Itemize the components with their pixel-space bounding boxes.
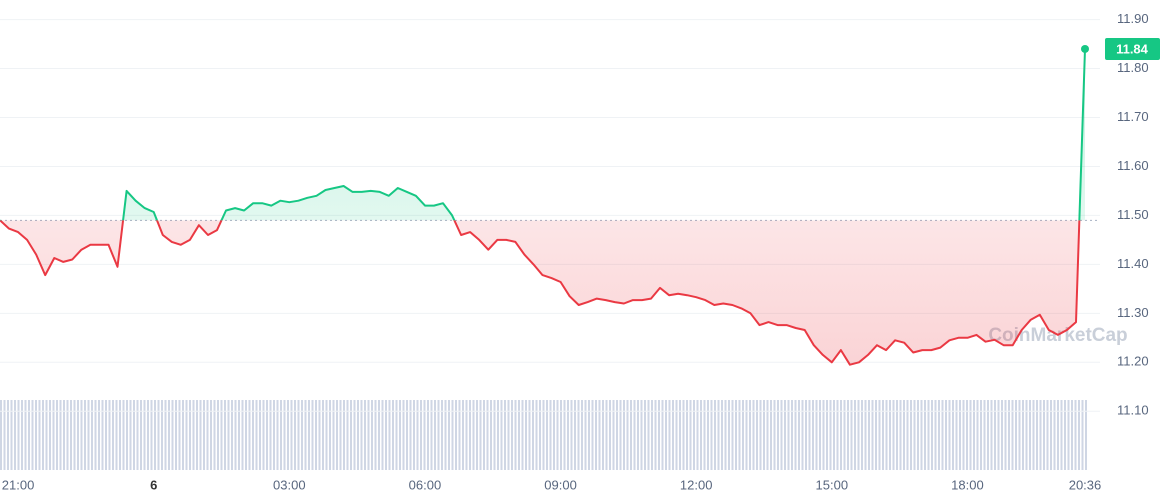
area-below: [0, 220, 1085, 365]
x-tick-label: 20:36: [1069, 477, 1102, 492]
price-line-below: [0, 220, 1081, 366]
x-tick-label: 15:00: [816, 477, 849, 492]
x-tick-label: 09:00: [544, 477, 577, 492]
y-tick-label: 11.60: [1117, 158, 1149, 173]
last-point: [1081, 44, 1089, 53]
y-tick-label: 11.80: [1117, 60, 1149, 75]
x-tick-label: 6: [150, 477, 157, 492]
price-tag-label: 11.84: [1116, 41, 1149, 56]
x-tick-label: 06:00: [409, 477, 442, 492]
x-tick-label: 18:00: [951, 477, 984, 492]
y-tick-label: 11.20: [1117, 354, 1149, 369]
y-tick-label: 11.30: [1117, 305, 1149, 320]
x-tick-label: 12:00: [680, 477, 713, 492]
price-tag: [1105, 37, 1160, 60]
y-tick-label: 11.40: [1117, 256, 1149, 271]
volume-bars: [0, 400, 1087, 470]
x-tick-label: 03:00: [273, 477, 306, 492]
y-tick-label: 11.10: [1117, 403, 1149, 418]
x-tick-label: 21:00: [2, 477, 35, 492]
y-tick-label: 11.70: [1117, 109, 1149, 124]
y-tick-label: 11.90: [1117, 11, 1149, 26]
y-tick-label: 11.50: [1117, 207, 1149, 222]
